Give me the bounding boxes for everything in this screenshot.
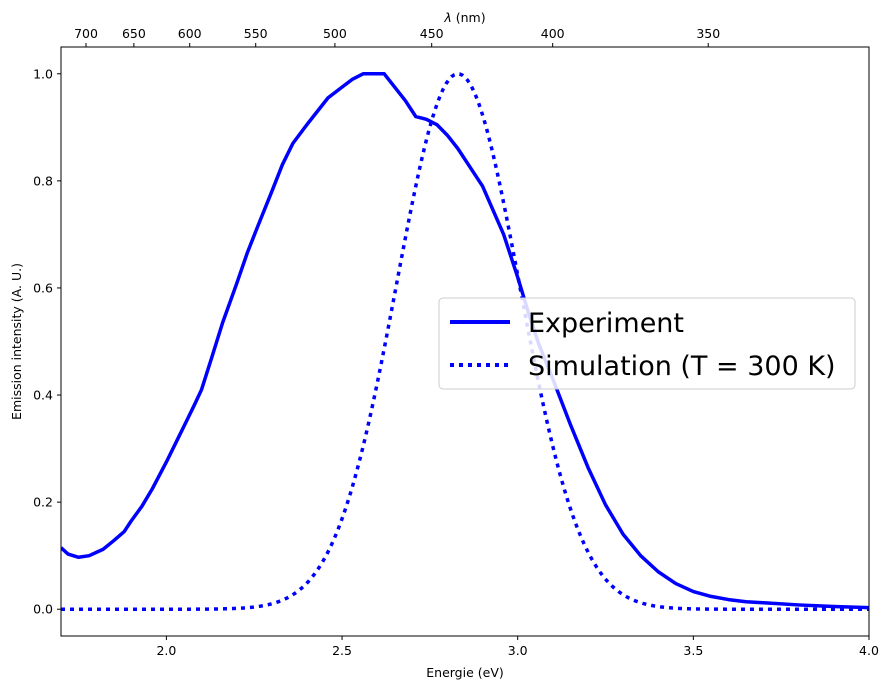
plot-frame xyxy=(60,46,870,637)
y-tick-label: 0.4 xyxy=(33,388,53,403)
plot-lines xyxy=(61,72,869,611)
x-tick-label: 3.0 xyxy=(508,643,528,658)
legend-box xyxy=(438,297,856,390)
y-tick-label: 0.6 xyxy=(33,280,53,295)
y-tick-label: 0.8 xyxy=(33,173,53,188)
top-axis-label-unit: (nm) xyxy=(452,10,486,25)
series-line-simulation xyxy=(61,72,869,611)
top-tick-label: 350 xyxy=(696,26,720,41)
top-tick-label: 500 xyxy=(323,26,347,41)
legend-label-experiment: Experiment xyxy=(528,308,684,339)
top-tick-label: 700 xyxy=(74,26,98,41)
y-tick-label: 1.0 xyxy=(33,66,53,81)
x-tick-label: 2.0 xyxy=(156,643,176,658)
top-tick-label: 650 xyxy=(122,26,146,41)
top-tick-label: 600 xyxy=(178,26,202,41)
top-tick-label: 550 xyxy=(244,26,268,41)
x-axis-label: Energie (eV) xyxy=(426,665,504,680)
legend-label-simulation: Simulation (T = 300 K) xyxy=(528,351,836,382)
top-axis-label-symbol: λ xyxy=(443,10,451,25)
x-tick-label: 2.5 xyxy=(332,643,352,658)
y-axis-label: Emission intensity (A. U.) xyxy=(9,263,24,420)
top-axis-ticks: 700 650 600 550 500 450 400 350 xyxy=(74,26,720,47)
series-line-experiment xyxy=(61,72,869,610)
x-tick-label: 3.5 xyxy=(683,643,703,658)
y-tick-label: 0.2 xyxy=(33,495,53,510)
top-tick-label: 400 xyxy=(541,26,565,41)
y-axis-ticks: 0.0 0.2 0.4 0.6 0.8 1.0 xyxy=(33,66,61,617)
top-axis-label: λ (nm) xyxy=(443,10,485,25)
y-tick-label: 0.0 xyxy=(33,602,53,617)
top-tick-label: 450 xyxy=(420,26,444,41)
x-axis-ticks: 2.0 2.5 3.0 3.5 4.0 xyxy=(156,636,879,658)
x-tick-label: 4.0 xyxy=(859,643,879,658)
legend: Experiment Simulation (T = 300 K) xyxy=(438,297,856,390)
